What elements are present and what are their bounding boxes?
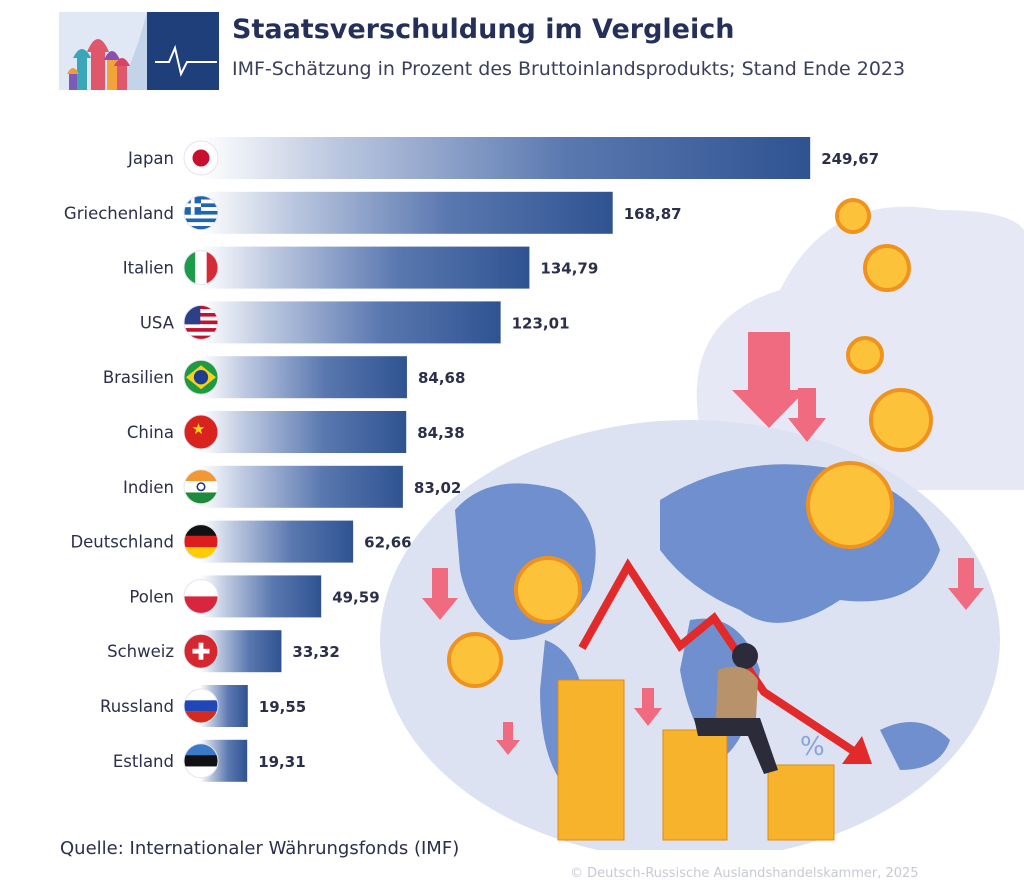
category-label: Japan <box>127 149 174 168</box>
svg-text:★: ★ <box>192 420 206 438</box>
value-label: 33,32 <box>292 643 339 661</box>
category-label: Russland <box>100 697 174 716</box>
value-label: 123,01 <box>512 314 570 332</box>
category-label: Griechenland <box>64 204 174 223</box>
svg-text:%: % <box>800 732 825 762</box>
down-arrows-shape <box>422 332 984 755</box>
category-label: China <box>127 423 174 442</box>
value-label: 19,31 <box>258 753 305 771</box>
category-label: USA <box>140 313 175 332</box>
page-title: Staatsverschuldung im Vergleich <box>232 14 735 45</box>
switzerland-flag-icon <box>183 633 219 669</box>
bar-deutschland <box>200 520 354 563</box>
trend-arrow-shape <box>578 558 861 758</box>
category-label: Italien <box>123 259 174 278</box>
bar-usa <box>200 301 501 344</box>
category-label: Polen <box>129 587 174 606</box>
bar-indien <box>200 465 403 508</box>
bar-japan <box>200 137 811 179</box>
page-subtitle: IMF-Schätzung in Prozent des Bruttoinlan… <box>232 58 906 80</box>
source-note: Quelle: Internationaler Währungsfonds (I… <box>60 838 460 859</box>
category-label: Deutschland <box>70 533 174 552</box>
italy-flag-icon <box>183 250 219 286</box>
chamber-logo <box>59 12 219 90</box>
copyright-note: © Deutsch-Russische Auslandshandelskamme… <box>570 866 919 881</box>
value-label: 62,66 <box>364 534 411 552</box>
category-label: Schweiz <box>107 642 174 661</box>
category-label: Estland <box>113 752 174 771</box>
greece-flag-icon <box>183 195 219 231</box>
brazil-flag-icon <box>183 359 219 395</box>
india-flag-icon <box>183 469 219 505</box>
value-label: 49,59 <box>332 588 379 606</box>
value-label: 19,55 <box>259 698 306 716</box>
usa-flag-icon <box>183 304 219 340</box>
debt-illustration: % <box>380 198 1024 850</box>
bar-griechenland <box>200 191 613 234</box>
china-flag-icon: ★ <box>183 414 219 450</box>
value-label: 168,87 <box>624 205 682 223</box>
value-label: 84,38 <box>417 424 464 442</box>
coins-shape <box>447 198 933 688</box>
value-label: 84,68 <box>418 369 465 387</box>
category-label: Brasilien <box>103 368 174 387</box>
japan-flag-icon <box>183 140 219 176</box>
bar-polen <box>200 575 322 618</box>
value-label: 134,79 <box>540 260 598 278</box>
bar-italien <box>200 246 530 289</box>
germany-flag-icon <box>183 524 219 560</box>
bar-brasilien <box>200 356 407 399</box>
estonia-flag-icon <box>183 743 219 779</box>
coin-stacks-shape <box>557 679 835 841</box>
category-label: Indien <box>123 478 174 497</box>
poland-flag-icon <box>183 578 219 614</box>
bar-china <box>200 411 407 453</box>
value-label: 83,02 <box>414 479 461 497</box>
worried-person-shape: % <box>694 643 825 774</box>
russia-flag-icon <box>183 688 219 724</box>
value-label: 249,67 <box>821 150 879 168</box>
